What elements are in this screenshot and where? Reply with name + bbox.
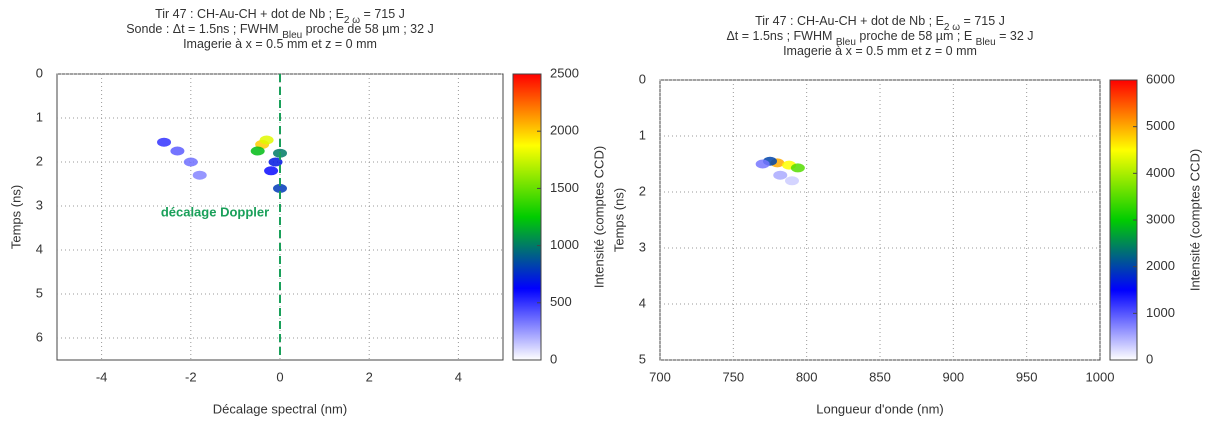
y-tick-label: 4 <box>639 295 646 310</box>
colorbar-tick-label: 1000 <box>550 237 579 252</box>
x-tick-label: 800 <box>796 369 818 384</box>
y-tick-label: 5 <box>36 285 43 300</box>
intensity-spot <box>183 157 198 167</box>
title-part: = 715 J <box>960 14 1005 28</box>
colorbar-tick-label: 6000 <box>1146 71 1175 86</box>
y-tick-label: 3 <box>639 239 646 254</box>
x-axis-label: Longueur d'onde (nm) <box>816 401 944 416</box>
y-tick-label: 0 <box>36 65 43 80</box>
y-tick-label: 1 <box>639 127 646 142</box>
chart-title: Sonde : Δt = 1.5ns ; FWHM Bleu proche de… <box>126 22 434 41</box>
title-part: 2 ω <box>944 22 960 33</box>
colorbar-tick-label: 500 <box>550 294 572 309</box>
title-part: proche de 58 µm ; 32 J <box>302 22 434 36</box>
x-axis-label: Décalage spectral (nm) <box>213 401 347 416</box>
title-part: Bleu <box>282 30 302 41</box>
colorbar-tick-label: 0 <box>1146 351 1153 366</box>
title-part: Imagerie à x = 0.5 mm et z = 0 mm <box>783 44 977 58</box>
annotation: décalage Doppler <box>161 204 269 219</box>
intensity-spot <box>785 176 799 186</box>
intensity-spot <box>259 135 274 145</box>
intensity-spot <box>755 159 770 169</box>
chart-title: Imagerie à x = 0.5 mm et z = 0 mm <box>783 44 977 58</box>
x-tick-label: 850 <box>869 369 891 384</box>
colorbar-tick-label: 1500 <box>550 180 579 195</box>
y-tick-label: 3 <box>36 197 43 212</box>
colorbar <box>512 73 542 361</box>
colorbar-tick-label: 5000 <box>1146 118 1175 133</box>
y-tick-label: 5 <box>639 351 646 366</box>
title-part: Δt = 1.5ns ; FWHM <box>726 29 835 43</box>
intensity-spot <box>250 146 265 156</box>
title-part: proche de 58 µm ; E <box>856 29 976 43</box>
title-part: = 32 J <box>996 29 1034 43</box>
title-part: Sonde : Δt = 1.5ns ; FWHM <box>126 22 282 36</box>
colorbar-tick-label: 3000 <box>1146 211 1175 226</box>
x-tick-label: -4 <box>96 369 108 384</box>
title-part: 2 ω <box>344 15 360 26</box>
chart-title: Tir 47 : CH-Au-CH + dot de Nb ; E2 ω = 7… <box>155 7 405 26</box>
intensity-spot <box>264 166 279 176</box>
title-part: Bleu <box>976 37 996 48</box>
y-axis-label: Temps (ns) <box>8 185 23 249</box>
colorbar <box>1109 79 1138 361</box>
title-part: Tir 47 : CH-Au-CH + dot de Nb ; E <box>155 7 344 21</box>
x-tick-label: 2 <box>366 369 373 384</box>
x-tick-label: 1000 <box>1086 369 1115 384</box>
chart-title: Δt = 1.5ns ; FWHM Bleu proche de 58 µm ;… <box>726 29 1033 48</box>
y-tick-label: 0 <box>639 71 646 86</box>
y-tick-label: 2 <box>36 153 43 168</box>
colorbar-tick-label: 2500 <box>550 65 579 80</box>
x-tick-label: 950 <box>1016 369 1038 384</box>
x-tick-label: 0 <box>276 369 283 384</box>
colorbar-tick-label: 0 <box>550 351 557 366</box>
intensity-spot <box>157 137 172 147</box>
y-tick-label: 1 <box>36 109 43 124</box>
y-tick-label: 4 <box>36 241 43 256</box>
y-tick-label: 6 <box>36 329 43 344</box>
x-tick-label: 700 <box>649 369 671 384</box>
y-tick-label: 2 <box>639 183 646 198</box>
colorbar-tick-label: 2000 <box>1146 258 1175 273</box>
intensity-spot <box>790 163 805 173</box>
colorbar-tick-label: 2000 <box>550 123 579 138</box>
x-tick-label: -2 <box>185 369 197 384</box>
title-part: = 715 J <box>360 7 405 21</box>
colorbar-label: Intensité (comptes CCD) <box>1187 149 1202 291</box>
intensity-spot <box>192 170 207 180</box>
intensity-spot <box>170 146 185 156</box>
title-part: Tir 47 : CH-Au-CH + dot de Nb ; E <box>755 14 944 28</box>
y-axis-label: Temps (ns) <box>611 188 626 252</box>
title-part: Bleu <box>836 37 856 48</box>
title-part: Imagerie à x = 0.5 mm et z = 0 mm <box>183 37 377 51</box>
colorbar-tick-label: 1000 <box>1146 305 1175 320</box>
x-tick-label: 4 <box>455 369 462 384</box>
colorbar-label: Intensité (comptes CCD) <box>591 146 606 288</box>
colorbar-tick-label: 4000 <box>1146 165 1175 180</box>
intensity-spot <box>273 183 287 193</box>
chart-title: Tir 47 : CH-Au-CH + dot de Nb ; E2 ω = 7… <box>755 14 1005 33</box>
x-tick-label: 750 <box>722 369 744 384</box>
intensity-spot <box>773 170 788 180</box>
chart-title: Imagerie à x = 0.5 mm et z = 0 mm <box>183 37 377 51</box>
x-tick-label: 900 <box>942 369 964 384</box>
